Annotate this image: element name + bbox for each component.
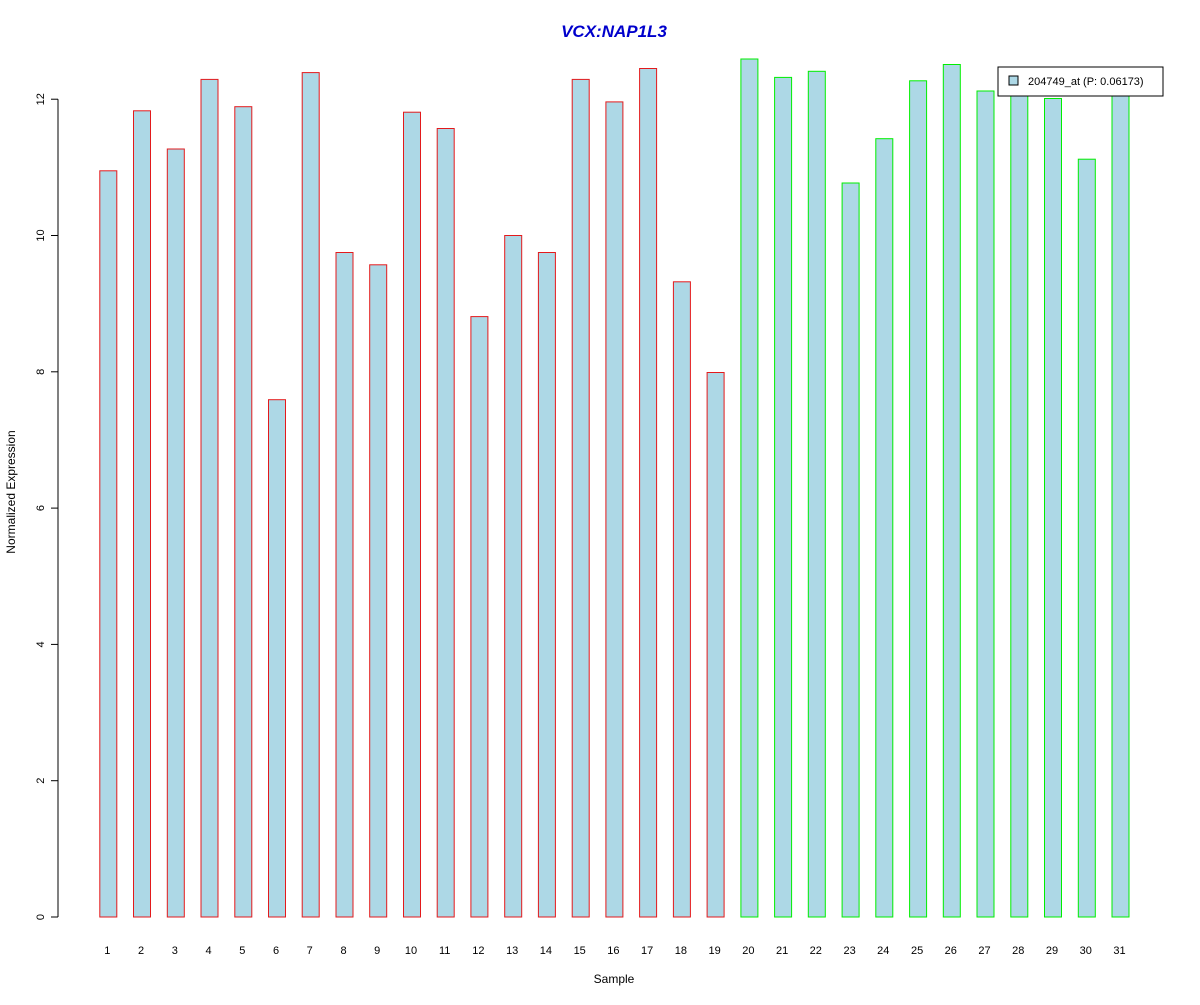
- bar-sample-15: [571, 78, 590, 918]
- x-axis-label: Sample: [594, 972, 635, 986]
- y-axis: 0 2 4 6 8 10 12: [35, 93, 59, 920]
- x-tick-label: 3: [172, 945, 178, 957]
- bar-sample-19: [706, 372, 725, 918]
- y-tick-label: 8: [35, 369, 47, 375]
- bar-sample-2: [133, 110, 151, 918]
- bar-sample-5: [234, 106, 253, 918]
- bar-sample-22: [807, 70, 826, 918]
- x-tick-label: 31: [1113, 945, 1125, 957]
- chart-title: VCX:NAP1L3: [561, 22, 667, 41]
- bar-sample-24: [875, 138, 894, 918]
- x-tick-label: 14: [540, 945, 552, 957]
- bar-sample-30: [1077, 158, 1096, 918]
- x-tick-label: 21: [776, 945, 788, 957]
- bar-sample-9: [369, 264, 388, 918]
- legend-label: 204749_at (P: 0.06173): [1028, 76, 1144, 88]
- bar-sample-25: [909, 80, 928, 918]
- x-tick-label: 27: [978, 945, 990, 957]
- bar-sample-17: [639, 68, 658, 918]
- y-axis-label: Normalized Expression: [4, 430, 18, 553]
- legend-swatch: [1008, 75, 1019, 86]
- bar-sample-6: [268, 399, 286, 918]
- y-tick-label: 0: [35, 914, 47, 920]
- y-tick-label: 2: [35, 778, 47, 784]
- x-axis-tick-labels: 1 2 3 4 5 6 7 8 9 10 11 12 13 14 15 16 17 18 19 20 21 22 23 24 2…: [104, 945, 1125, 957]
- x-tick-label: 8: [340, 945, 346, 957]
- bar-sample-20: [740, 58, 759, 918]
- y-tick-label: 4: [35, 641, 47, 647]
- y-tick-label: 6: [35, 505, 47, 511]
- bar-sample-26: [942, 64, 961, 918]
- x-tick-label: 23: [843, 945, 855, 957]
- x-tick-label: 10: [405, 945, 417, 957]
- x-tick-label: 4: [205, 945, 211, 957]
- bar-sample-13: [504, 235, 523, 918]
- x-tick-label: 18: [675, 945, 687, 957]
- bar-sample-11: [436, 128, 455, 918]
- x-tick-label: 13: [506, 945, 518, 957]
- x-tick-label: 26: [945, 945, 957, 957]
- bar-sample-28: [1010, 93, 1029, 918]
- bar-sample-31: [1111, 95, 1130, 918]
- bar-sample-16: [605, 101, 624, 918]
- x-tick-label: 7: [307, 945, 313, 957]
- x-tick-label: 16: [607, 945, 619, 957]
- legend: 204749_at (P: 0.06173): [997, 66, 1164, 97]
- x-tick-label: 1: [104, 945, 110, 957]
- x-tick-label: 15: [574, 945, 586, 957]
- bar-sample-7: [301, 72, 320, 918]
- x-tick-label: 30: [1080, 945, 1092, 957]
- x-tick-label: 17: [641, 945, 653, 957]
- y-tick-label: 10: [35, 229, 47, 241]
- legend-box: [997, 66, 1164, 97]
- x-tick-label: 28: [1012, 945, 1024, 957]
- bar-sample-8: [335, 252, 354, 918]
- bar-sample-12: [470, 316, 489, 918]
- x-tick-label: 22: [810, 945, 822, 957]
- x-tick-label: 12: [472, 945, 484, 957]
- x-tick-label: 29: [1046, 945, 1058, 957]
- y-tick-label: 12: [35, 93, 47, 105]
- x-tick-label: 25: [911, 945, 923, 957]
- x-tick-label: 19: [708, 945, 720, 957]
- x-tick-label: 6: [273, 945, 279, 957]
- bar-sample-4: [200, 78, 219, 918]
- x-tick-label: 24: [877, 945, 889, 957]
- bar-sample-27: [976, 90, 995, 918]
- bar-sample-18: [672, 281, 691, 918]
- bars: [99, 58, 1130, 918]
- bar-sample-14: [537, 252, 556, 918]
- x-tick-label: 11: [439, 945, 450, 957]
- bar-sample-10: [403, 111, 421, 918]
- bar-sample-21: [774, 76, 793, 918]
- x-tick-label: 5: [239, 945, 245, 957]
- x-tick-label: 9: [374, 945, 380, 957]
- bar-sample-23: [841, 182, 860, 918]
- x-tick-label: 20: [742, 945, 754, 957]
- bar-sample-29: [1044, 98, 1062, 918]
- bar-sample-3: [166, 148, 185, 918]
- x-tick-label: 2: [138, 945, 144, 957]
- bar-sample-1: [99, 170, 118, 918]
